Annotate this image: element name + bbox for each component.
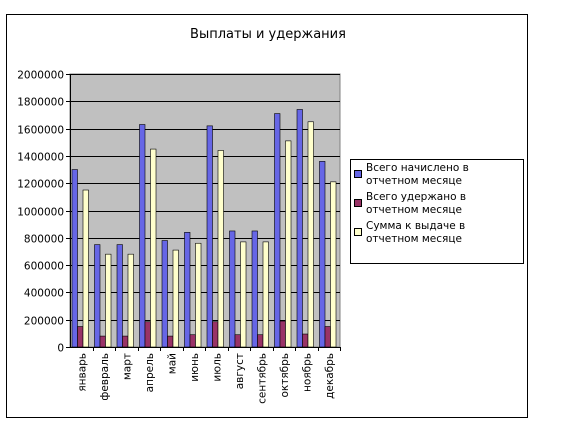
legend-swatch-accrued: [354, 170, 362, 178]
y-tick-label: 800000: [24, 234, 64, 246]
plot-background: [69, 73, 341, 348]
bar-1-9: [251, 230, 258, 348]
y-tick-label: 1600000: [17, 125, 64, 137]
plot-area: 0 200000 400000 600000 800000 1000000 1200000 1…: [17, 70, 341, 404]
y-tick-label: 1800000: [17, 97, 64, 109]
x-tick-label: май: [166, 353, 178, 374]
bar-1-10: [274, 113, 281, 348]
bar-1-2: [94, 244, 101, 348]
bar-2-8: [234, 334, 241, 348]
bar-1-4: [139, 124, 146, 348]
bar-3-1: [82, 189, 89, 348]
bar-3-3: [127, 253, 134, 348]
y-tick-label: 200000: [24, 316, 64, 328]
bar-3-2: [105, 253, 112, 348]
x-tick-label: апрель: [144, 353, 156, 392]
y-tick-label: 600000: [24, 261, 64, 273]
legend-swatch-withheld: [354, 199, 362, 207]
bar-3-11: [307, 121, 314, 348]
bar-1-1: [71, 169, 78, 348]
chart-title: Выплаты и удержания: [190, 27, 346, 42]
legend-label-payout: Сумма к выдаче в отчетном месяце: [366, 220, 466, 245]
legend-item-accrued: Всего начислено в отчетном месяце: [354, 162, 520, 188]
bar-2-2: [99, 335, 106, 348]
bar-2-12: [324, 326, 331, 348]
bar-3-4: [150, 148, 157, 348]
bar-3-10: [285, 140, 292, 348]
bar-3-6: [195, 242, 202, 348]
legend-item-withheld: Всего удержано в отчетном месяце: [354, 191, 520, 217]
legend-label-accrued: Всего начислено в отчетном месяце: [366, 162, 469, 187]
x-tick-label: октябрь: [279, 353, 291, 398]
chart-legend: Всего начислено в отчетном месяце Всего …: [350, 159, 524, 264]
x-tick-label: февраль: [99, 353, 111, 401]
x-tick-label: август: [234, 353, 246, 389]
bar-1-7: [206, 125, 213, 348]
y-tick-label: 0: [57, 343, 64, 355]
bar-2-5: [167, 335, 174, 348]
x-tick-label: сентябрь: [256, 353, 268, 404]
y-tick-label: 1000000: [17, 207, 64, 219]
y-tick-label: 2000000: [17, 70, 64, 82]
bar-1-12: [319, 161, 326, 348]
x-tick-label: январь: [76, 353, 88, 392]
y-tick-label: 1200000: [17, 179, 64, 191]
y-tick-label: 400000: [24, 288, 64, 300]
bar-2-7: [212, 321, 219, 348]
bar-2-9: [257, 334, 264, 348]
bar-3-5: [172, 249, 179, 348]
bar-1-5: [161, 240, 168, 348]
legend-label-withheld: Всего удержано в отчетном месяце: [366, 191, 467, 216]
bar-2-10: [279, 320, 286, 348]
bar-1-11: [296, 109, 303, 348]
bar-1-3: [116, 244, 123, 348]
bar-1-8: [229, 230, 236, 348]
y-tick-label: 1400000: [17, 152, 64, 164]
bar-3-8: [240, 241, 247, 348]
bar-3-9: [262, 241, 269, 348]
x-tick-label: июнь: [189, 353, 201, 382]
bar-3-12: [330, 181, 337, 348]
bar-2-11: [302, 333, 309, 348]
bar-2-4: [144, 321, 151, 348]
x-tick-label: ноябрь: [301, 353, 313, 392]
legend-swatch-payout: [354, 228, 362, 236]
x-tick-label: июль: [211, 353, 223, 382]
x-tick-label: декабрь: [324, 353, 336, 399]
x-tick-label: март: [121, 353, 133, 380]
bar-2-3: [122, 335, 129, 348]
bar-3-7: [217, 150, 224, 348]
bar-2-6: [189, 334, 196, 348]
bar-1-6: [184, 232, 191, 348]
legend-item-payout: Сумма к выдаче в отчетном месяце: [354, 220, 520, 246]
bar-2-1: [77, 326, 84, 348]
